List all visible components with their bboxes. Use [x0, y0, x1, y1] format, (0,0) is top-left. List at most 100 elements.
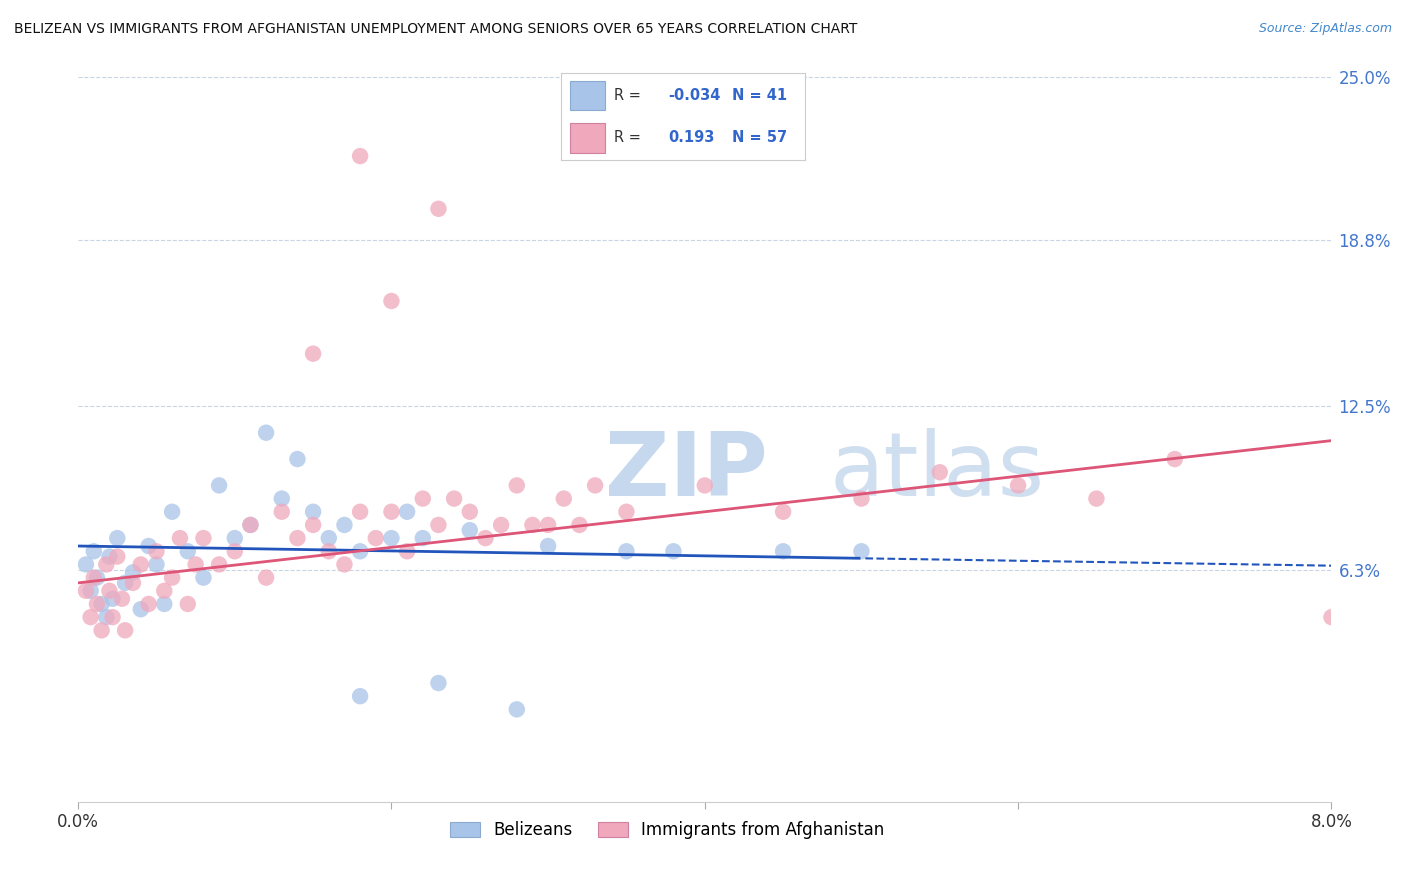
Point: [145, 558, 167, 572]
Point: [105, 531, 128, 545]
Point: [114, 624, 136, 638]
Text: Source: ZipAtlas.com: Source: ZipAtlas.com: [1258, 22, 1392, 36]
Point: [851, 544, 873, 558]
Point: [96, 610, 118, 624]
Point: [184, 558, 207, 572]
Point: [396, 544, 419, 558]
Point: [616, 505, 638, 519]
Point: [1085, 491, 1108, 506]
Point: [333, 517, 356, 532]
Point: [83, 571, 105, 585]
Point: [254, 571, 277, 585]
Point: [122, 575, 145, 590]
Point: [90, 624, 112, 638]
Point: [86, 597, 108, 611]
Point: [412, 531, 434, 545]
Point: [169, 531, 191, 545]
Point: [349, 689, 371, 703]
Text: BELIZEAN VS IMMIGRANTS FROM AFGHANISTAN UNEMPLOYMENT AMONG SENIORS OVER 65 YEARS: BELIZEAN VS IMMIGRANTS FROM AFGHANISTAN …: [14, 22, 858, 37]
Point: [239, 517, 262, 532]
Point: [427, 676, 450, 690]
Point: [254, 425, 277, 440]
Point: [105, 549, 128, 564]
Point: [75, 583, 97, 598]
Point: [364, 531, 387, 545]
Point: [318, 531, 340, 545]
Point: [129, 558, 152, 572]
Text: atlas: atlas: [830, 427, 1045, 515]
Point: [1007, 478, 1029, 492]
Point: [443, 491, 465, 506]
Point: [129, 602, 152, 616]
Point: [333, 558, 356, 572]
Point: [193, 571, 215, 585]
Point: [79, 583, 101, 598]
Point: [427, 517, 450, 532]
Point: [772, 505, 794, 519]
Point: [138, 597, 160, 611]
Point: [145, 544, 167, 558]
Point: [349, 544, 371, 558]
Point: [90, 597, 112, 611]
Point: [489, 517, 512, 532]
Point: [270, 505, 292, 519]
Point: [302, 517, 325, 532]
Point: [318, 544, 340, 558]
Point: [177, 544, 200, 558]
Point: [537, 539, 560, 553]
Point: [1320, 610, 1343, 624]
Point: [537, 517, 560, 532]
Point: [160, 505, 183, 519]
Point: [153, 583, 176, 598]
Point: [568, 517, 591, 532]
Point: [153, 597, 176, 611]
Point: [75, 558, 97, 572]
Point: [583, 478, 606, 492]
Point: [522, 517, 544, 532]
Point: [1164, 452, 1187, 467]
Point: [693, 478, 716, 492]
Point: [79, 610, 101, 624]
Point: [98, 583, 121, 598]
Point: [380, 293, 402, 308]
Point: [98, 549, 121, 564]
Point: [96, 558, 118, 572]
Point: [458, 505, 481, 519]
Point: [224, 544, 246, 558]
Point: [851, 491, 873, 506]
Text: ZIP: ZIP: [605, 427, 768, 515]
Point: [380, 505, 402, 519]
Point: [412, 491, 434, 506]
Point: [239, 517, 262, 532]
Point: [114, 575, 136, 590]
Point: [160, 571, 183, 585]
Point: [772, 544, 794, 558]
Point: [349, 505, 371, 519]
Point: [474, 531, 496, 545]
Point: [224, 531, 246, 545]
Point: [506, 478, 529, 492]
Point: [287, 452, 309, 467]
Point: [302, 505, 325, 519]
Point: [506, 702, 529, 716]
Point: [138, 539, 160, 553]
Point: [662, 544, 685, 558]
Point: [302, 346, 325, 360]
Point: [86, 571, 108, 585]
Point: [101, 591, 124, 606]
Point: [101, 610, 124, 624]
Point: [83, 544, 105, 558]
Point: [396, 505, 419, 519]
Legend: Belizeans, Immigrants from Afghanistan: Belizeans, Immigrants from Afghanistan: [443, 814, 891, 846]
Point: [270, 491, 292, 506]
Point: [427, 202, 450, 216]
Point: [380, 531, 402, 545]
Point: [208, 558, 231, 572]
Point: [193, 531, 215, 545]
Point: [208, 478, 231, 492]
Point: [458, 523, 481, 537]
Point: [122, 566, 145, 580]
Point: [616, 544, 638, 558]
Point: [928, 465, 950, 479]
Point: [287, 531, 309, 545]
